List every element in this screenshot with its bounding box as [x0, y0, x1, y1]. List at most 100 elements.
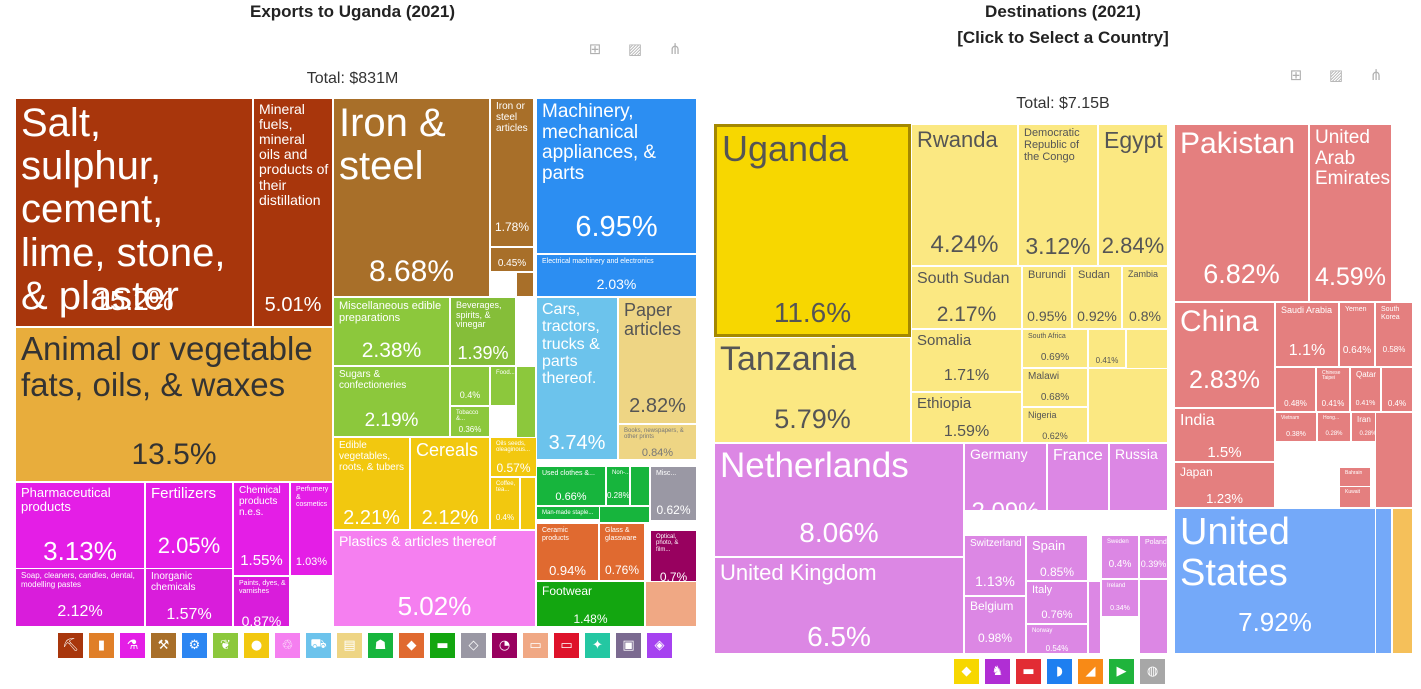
- hides-icon[interactable]: ✦: [585, 633, 610, 658]
- treemap-tile-coffee-tea[interactable]: Coffee, tea... 0.4%: [490, 477, 520, 530]
- africa-icon[interactable]: ◆: [954, 659, 979, 684]
- oceania-icon[interactable]: ◢: [1078, 659, 1103, 684]
- treemap-tile-unlabeled[interactable]: 0.45%: [490, 247, 534, 272]
- instruments-icon[interactable]: ◔: [492, 633, 517, 658]
- treemap-tile-qatar[interactable]: Qatar 0.41%: [1350, 367, 1381, 412]
- treemap-tile-uganda[interactable]: Uganda 11.6%: [714, 124, 911, 337]
- treemap-tile-spain[interactable]: Spain 0.85%: [1026, 535, 1088, 581]
- treemap-tile-kuwait[interactable]: Kuwait: [1339, 486, 1371, 508]
- treemap-tile-small-0[interactable]: [516, 272, 534, 297]
- stone-icon[interactable]: ◇: [461, 633, 486, 658]
- treemap-tile-egypt[interactable]: Egypt 2.84%: [1098, 124, 1168, 266]
- treemap-tile-france[interactable]: France 1.58%: [1047, 443, 1109, 511]
- treemap-tile-salt-sulphur-cement-lime-stone-plaster[interactable]: Salt, sulphur, cement, lime, stone, & pl…: [15, 98, 253, 327]
- treemap-tile-unlabeled[interactable]: 0.4%: [450, 366, 490, 406]
- treemap-tile-small-6[interactable]: [1392, 508, 1413, 654]
- treemap-tile-ethiopia[interactable]: Ethiopia 1.59%: [911, 392, 1022, 443]
- share-icon[interactable]: ⋔: [668, 41, 682, 58]
- treemap-tile-south-korea[interactable]: South Korea 0.58%: [1375, 302, 1413, 367]
- metals-icon[interactable]: ⚒: [151, 633, 176, 658]
- treemap-tile-small-4[interactable]: [599, 506, 650, 523]
- treemap-tile-japan[interactable]: Japan 1.23%: [1174, 462, 1275, 508]
- north-america-icon[interactable]: ◗: [1047, 659, 1072, 684]
- treemap-tile-chinese-taipei[interactable]: Chinese Taipei 0.41%: [1316, 367, 1350, 412]
- treemap-tile-switzerland[interactable]: Switzerland 1.13%: [964, 535, 1026, 596]
- treemap-tile-poland[interactable]: Poland 0.39%: [1139, 535, 1168, 579]
- treemap-tile-tobacco[interactable]: Tobacco &... 0.36%: [450, 406, 490, 437]
- treemap-tile-small-5[interactable]: [1375, 508, 1392, 654]
- image-icon[interactable]: ▨: [627, 41, 643, 58]
- treemap-tile-burundi[interactable]: Burundi 0.95%: [1022, 266, 1072, 329]
- treemap-tile-south-africa[interactable]: South Africa 0.69%: [1022, 329, 1088, 368]
- treemap-tile-belgium[interactable]: Belgium 0.98%: [964, 596, 1026, 654]
- treemap-tile-unlabeled[interactable]: 0.48%: [1275, 367, 1316, 412]
- treemap-tile-iron-steel[interactable]: Iron & steel 8.68%: [333, 98, 490, 297]
- treemap-tile-non[interactable]: Non-... 0.28%: [606, 466, 630, 506]
- treemap-tile-rwanda[interactable]: Rwanda 4.24%: [911, 124, 1018, 266]
- treemap-tile-miscellaneous-edible-preparations[interactable]: Miscellaneous edible preparations 2.38%: [333, 297, 450, 366]
- treemap-tile-ireland[interactable]: Ireland 0.34%: [1101, 579, 1139, 617]
- treemap-tile-misc[interactable]: Misc... 0.62%: [650, 466, 697, 521]
- image-icon[interactable]: ▨: [1328, 67, 1344, 84]
- treemap-tile-small-5[interactable]: [645, 581, 697, 627]
- treemap-tile-food[interactable]: Food...: [490, 366, 516, 406]
- vegetable-icon[interactable]: ❦: [213, 633, 238, 658]
- treemap-tile-small-1[interactable]: [516, 366, 536, 438]
- treemap-tile-glass-glassware[interactable]: Glass & glassware 0.76%: [599, 523, 645, 581]
- asia-icon[interactable]: ▬: [1016, 659, 1041, 684]
- treemap-tile-soap-cleaners-candles-dental-modelling-pastes[interactable]: Soap, cleaners, candles, dental, modelli…: [15, 568, 145, 627]
- treemap-tile-books-newspapers-other-prints[interactable]: Books, newspapers, & other prints 0.84%: [618, 424, 697, 460]
- treemap-tile-sudan[interactable]: Sudan 0.92%: [1072, 266, 1122, 329]
- foodstuffs-icon[interactable]: ●: [244, 633, 269, 658]
- treemap-tile-paper-articles[interactable]: Paper articles 2.82%: [618, 297, 697, 424]
- treemap-tile-ceramic-products[interactable]: Ceramic products 0.94%: [536, 523, 599, 581]
- treemap-tile-south-sudan[interactable]: South Sudan 2.17%: [911, 266, 1022, 329]
- share-icon[interactable]: ⋔: [1369, 67, 1383, 84]
- treemap-tile-paints-dyes-varnishes[interactable]: Paints, dyes, & varnishes 0.87%: [233, 576, 290, 627]
- treemap-tile-used-clothes[interactable]: Used clothes &... 0.66%: [536, 466, 606, 506]
- paper-icon[interactable]: ▤: [337, 633, 362, 658]
- treemap-tile-cars-tractors-trucks-parts-thereof[interactable]: Cars, tractors, trucks & parts thereof. 3…: [536, 297, 618, 460]
- treemap-tile-malawi[interactable]: Malawi 0.68%: [1022, 368, 1088, 407]
- europe-icon[interactable]: ♞: [985, 659, 1010, 684]
- machinery-icon[interactable]: ⚙: [182, 633, 207, 658]
- treemap-tile-small-2[interactable]: [520, 477, 536, 530]
- treemap-tile-cereals[interactable]: Cereals 2.12%: [410, 437, 490, 530]
- treemap-tile-saudi-arabia[interactable]: Saudi Arabia 1.1%: [1275, 302, 1339, 367]
- treemap-tile-germany[interactable]: Germany 2.09%: [964, 443, 1047, 511]
- treemap-tile-yemen[interactable]: Yemen 0.64%: [1339, 302, 1375, 367]
- treemap-tile-hong[interactable]: Hong... 0.28%: [1317, 412, 1351, 442]
- treemap-tile-footwear[interactable]: Footwear 1.48%: [536, 581, 645, 627]
- textiles-icon[interactable]: ☗: [368, 633, 393, 658]
- treemap-tile-vietnam[interactable]: Vietnam 0.38%: [1275, 412, 1317, 442]
- treemap-tile-optical-photo-film[interactable]: Optical, photo, & film... 0.7%: [650, 530, 697, 585]
- treemap-tile-united-kingdom[interactable]: United Kingdom 6.5%: [714, 557, 964, 654]
- treemap-tile-somalia[interactable]: Somalia 1.71%: [911, 329, 1022, 392]
- treemap-tile-united-states[interactable]: United States 7.92%: [1174, 508, 1376, 654]
- treemap-tile-netherlands[interactable]: Netherlands 8.06%: [714, 443, 964, 557]
- treemap-tile-small-4[interactable]: [1375, 412, 1413, 508]
- treemap-tile-animal-or-vegetable-fats-oils-waxes[interactable]: Animal or vegetable fats, oils, & waxes 1…: [15, 327, 333, 482]
- precious-metals-icon[interactable]: ◈: [647, 633, 672, 658]
- arts-icon[interactable]: ▣: [616, 633, 641, 658]
- treemap-tile-zambia[interactable]: Zambia 0.8%: [1122, 266, 1168, 329]
- treemap-tile-russia[interactable]: Russia 1.4%: [1109, 443, 1168, 511]
- treemap-tile-small-1[interactable]: [1088, 368, 1168, 443]
- treemap-tile-edible-vegetables-roots-tubers[interactable]: Edible vegetables, roots, & tubers 2.21%: [333, 437, 410, 530]
- footwear-icon[interactable]: ▬: [430, 633, 455, 658]
- treemap-tile-sugars-confectioneries[interactable]: Sugars & confectioneries 2.19%: [333, 366, 450, 437]
- weapons-icon[interactable]: ▭: [554, 633, 579, 658]
- treemap-tile-unlabeled[interactable]: 0.41%: [1088, 329, 1126, 368]
- table-icon[interactable]: ⊞: [588, 41, 602, 58]
- south-america-icon[interactable]: ▶: [1109, 659, 1134, 684]
- plastics-icon[interactable]: ♲: [275, 633, 300, 658]
- table-icon[interactable]: ⊞: [1289, 67, 1303, 84]
- treemap-tile-democratic-republic-of-the-congo[interactable]: Democratic Republic of the Congo 3.12%: [1018, 124, 1098, 266]
- treemap-tile-plastics-articles-thereof[interactable]: Plastics & articles thereof 5.02%: [333, 530, 536, 627]
- treemap-tile-iron-or-steel-articles[interactable]: Iron or steel articles 1.78%: [490, 98, 534, 247]
- treemap-tile-tanzania[interactable]: Tanzania 5.79%: [714, 337, 911, 443]
- treemap-tile-small-3[interactable]: [630, 466, 650, 506]
- other-icon[interactable]: ◍: [1140, 659, 1165, 684]
- treemap-tile-unlabeled[interactable]: 0.4%: [1381, 367, 1413, 412]
- treemap-tile-small-2[interactable]: [1088, 581, 1101, 654]
